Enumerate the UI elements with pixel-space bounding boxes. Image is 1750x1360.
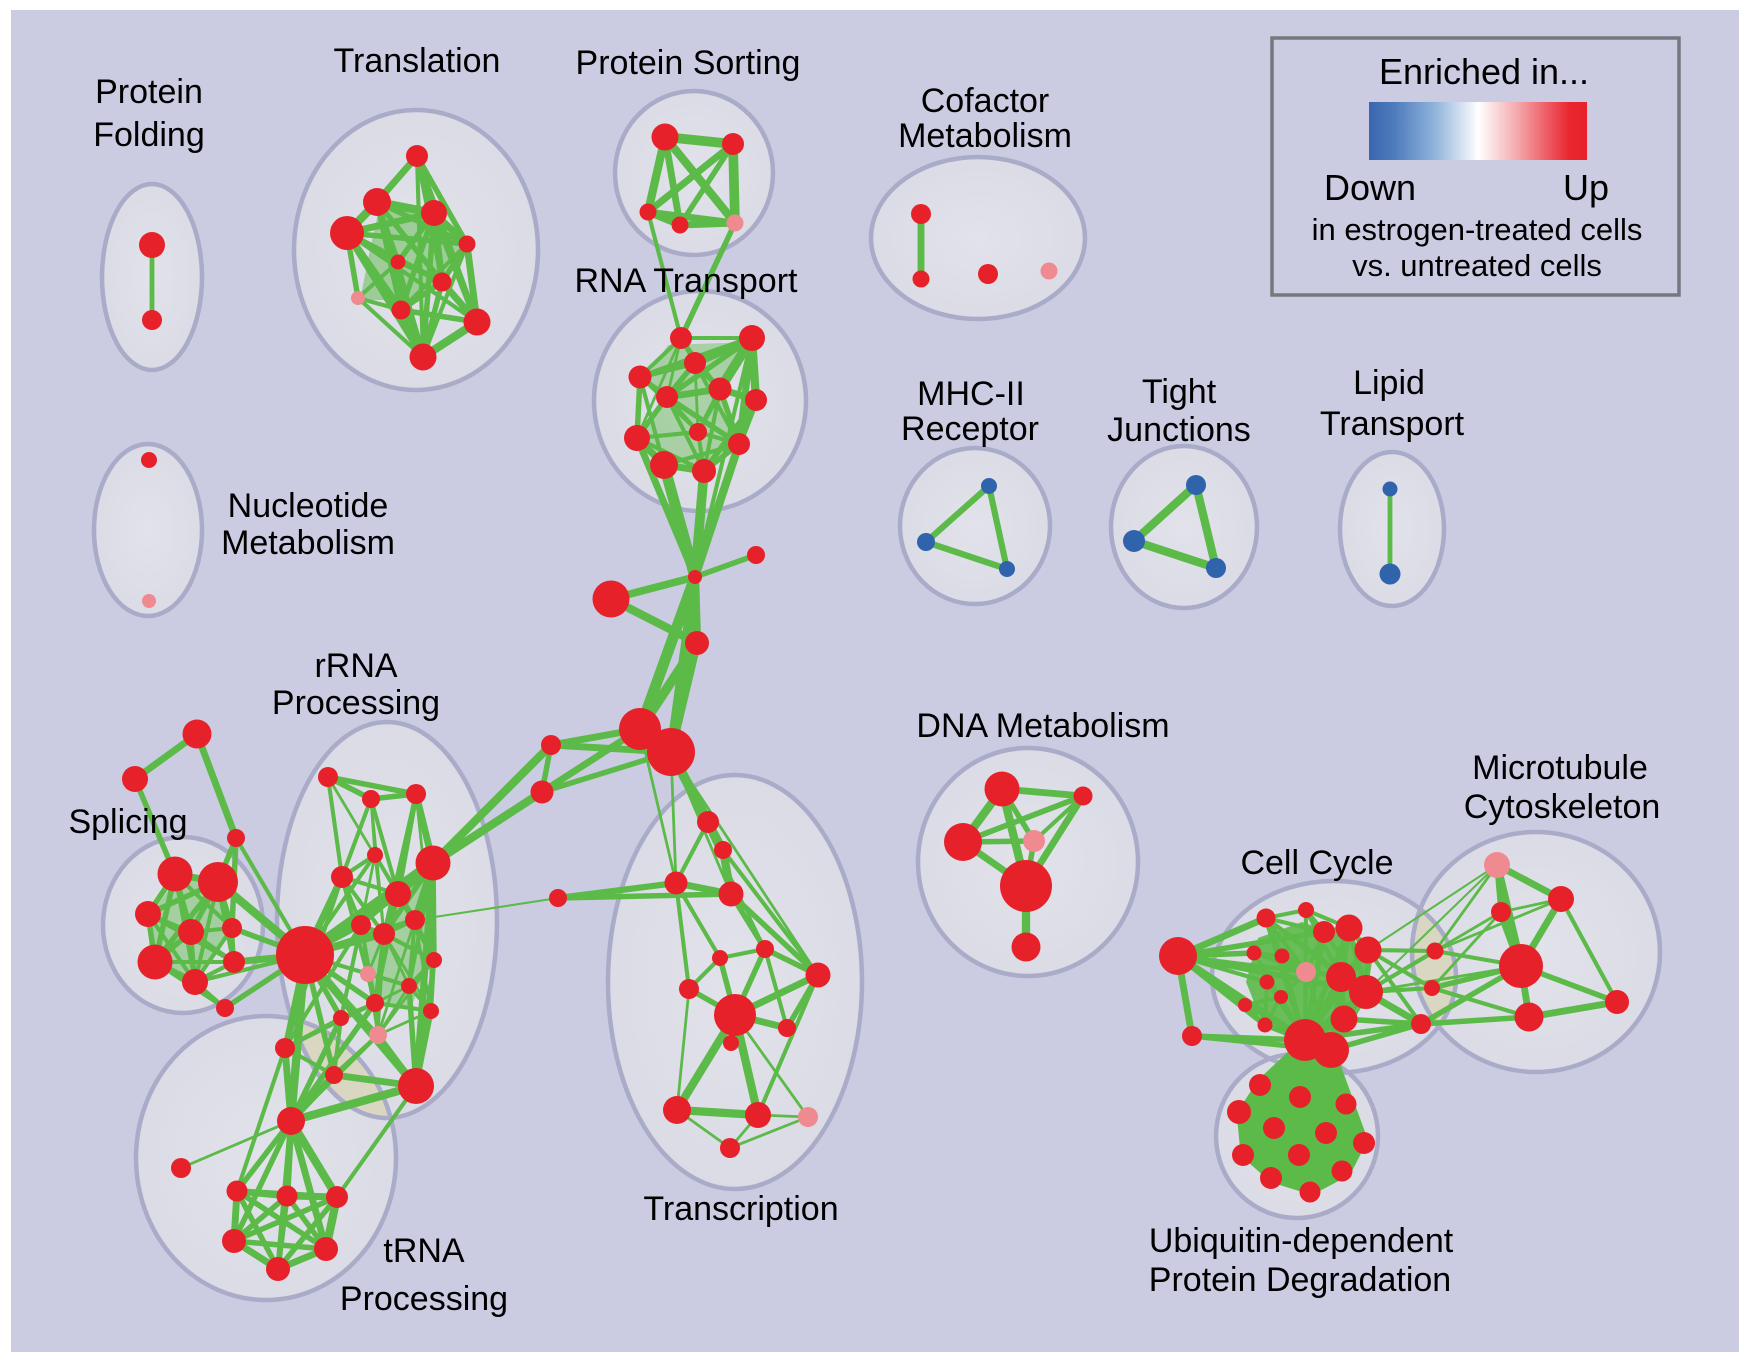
svg-text:Transport: Transport [1320,405,1465,443]
svg-text:Transcription: Transcription [643,1190,838,1228]
svg-text:tRNA: tRNA [383,1232,465,1270]
svg-text:MHC-II: MHC-II [917,375,1025,413]
svg-text:rRNA: rRNA [314,647,397,685]
svg-text:Metabolism: Metabolism [898,117,1072,155]
svg-text:Processing: Processing [272,684,440,722]
svg-text:Microtubule: Microtubule [1472,749,1648,787]
svg-text:Folding: Folding [93,116,205,154]
svg-text:in estrogen-treated cells: in estrogen-treated cells [1312,212,1643,247]
svg-text:Metabolism: Metabolism [221,524,395,562]
svg-text:Cofactor: Cofactor [921,82,1050,120]
svg-text:Protein Degradation: Protein Degradation [1149,1261,1451,1299]
svg-text:Protein Sorting: Protein Sorting [576,44,801,82]
svg-text:Cell Cycle: Cell Cycle [1240,844,1393,882]
svg-text:Nucleotide: Nucleotide [228,487,389,525]
svg-text:Protein: Protein [95,73,203,111]
svg-text:RNA Transport: RNA Transport [575,262,799,300]
svg-text:Receptor: Receptor [901,410,1039,448]
svg-text:Junctions: Junctions [1107,411,1251,449]
svg-text:Up: Up [1563,167,1609,208]
svg-text:DNA Metabolism: DNA Metabolism [916,707,1169,745]
svg-text:Ubiquitin-dependent: Ubiquitin-dependent [1149,1222,1454,1260]
svg-text:Cytoskeleton: Cytoskeleton [1464,788,1661,826]
svg-text:Tight: Tight [1142,373,1217,411]
svg-text:vs. untreated cells: vs. untreated cells [1352,248,1602,283]
svg-text:Down: Down [1324,167,1416,208]
svg-text:Translation: Translation [334,42,501,80]
svg-text:Processing: Processing [340,1280,508,1318]
svg-text:Enriched in...: Enriched in... [1379,51,1589,92]
svg-text:Splicing: Splicing [68,803,187,841]
svg-text:Lipid: Lipid [1353,364,1425,402]
